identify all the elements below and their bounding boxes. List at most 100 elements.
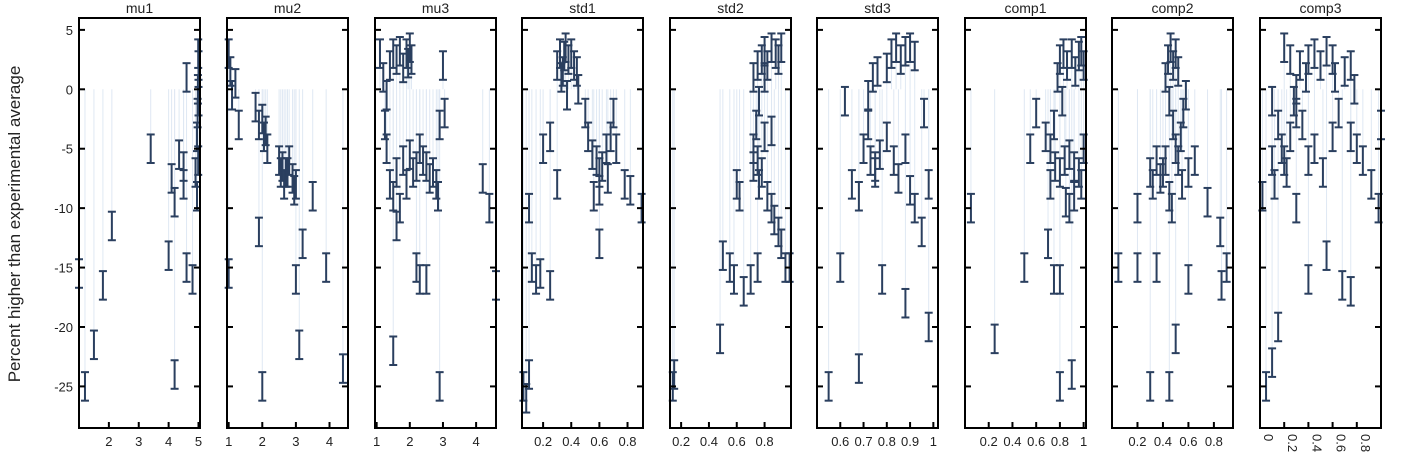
y-tick-label: 5 (66, 23, 73, 38)
subplot-title: mu2 (274, 0, 301, 16)
y-axis-label: Percent higher than experimental average (5, 66, 24, 383)
error-bar (98, 270, 107, 301)
error-bar (1262, 371, 1271, 402)
error-bar (1203, 186, 1212, 218)
error-bar (1268, 145, 1277, 176)
error-bar (478, 163, 487, 194)
x-tick-label: 0.6 (728, 434, 746, 449)
subplot-frame (374, 17, 497, 429)
error-bar (767, 115, 776, 147)
error-bar (725, 252, 734, 283)
error-bar (1174, 56, 1183, 87)
error-bar (729, 264, 738, 295)
error-bar (1026, 133, 1035, 164)
x-tick-label: 0.9 (901, 434, 919, 449)
error-bar (392, 210, 401, 242)
subplot-title: std3 (864, 0, 891, 16)
error-bar (231, 68, 240, 99)
x-tick-label: 0.6 (590, 434, 608, 449)
error-bar (1041, 121, 1050, 153)
error-bar (435, 109, 444, 141)
error-bar (89, 329, 98, 361)
error-bar (896, 44, 905, 75)
error-bar (338, 353, 347, 384)
error-bar (990, 323, 999, 355)
error-bar (1358, 145, 1367, 176)
error-bar (1286, 44, 1295, 75)
error-bar (1316, 50, 1325, 81)
error-bar (175, 139, 184, 170)
subplot-mu1: mu1 5 0 -5 -10 -15 -20 -25 2 3 4 5 (54, 0, 203, 449)
error-bar (1274, 311, 1283, 343)
x-tick-label: 0.4 (1309, 434, 1324, 452)
subplot-mu3: mu3 1 2 3 4 (373, 0, 500, 449)
y-tick-label: -15 (54, 261, 73, 276)
error-bar (440, 97, 449, 129)
error-bar (539, 133, 548, 164)
error-bar (1156, 163, 1165, 194)
error-bar (1020, 252, 1029, 283)
error-bar (407, 44, 416, 75)
error-bar (422, 264, 431, 295)
error-bar (382, 79, 391, 111)
error-bar (433, 181, 442, 212)
error-bar (901, 133, 910, 164)
error-bar (1304, 145, 1313, 176)
error-bar (170, 186, 179, 218)
error-bar (389, 335, 398, 367)
x-tick-label: 0.8 (756, 434, 774, 449)
subplot-title: comp1 (1004, 0, 1046, 16)
error-bar (146, 133, 155, 164)
error-bar (753, 50, 762, 81)
error-bar (1060, 145, 1069, 176)
subplot-frame (816, 17, 939, 429)
error-bar (1184, 264, 1193, 295)
error-bar (910, 40, 919, 72)
error-bar (620, 169, 629, 200)
error-bar (563, 79, 572, 111)
error-bar (1067, 359, 1076, 390)
subplot-frame (521, 17, 644, 429)
error-bar (1304, 44, 1313, 75)
error-bar (887, 38, 896, 69)
error-bar (574, 74, 583, 105)
error-bar (866, 145, 875, 176)
subplot-title: std1 (569, 0, 596, 16)
error-bar (901, 36, 910, 67)
error-bar (546, 270, 555, 301)
error-bar (298, 228, 307, 260)
y-tick-label: -20 (54, 320, 73, 335)
error-bar (1055, 264, 1064, 295)
error-bar (882, 52, 891, 84)
error-bar (432, 169, 441, 200)
error-bar (280, 169, 289, 200)
error-bar (892, 32, 901, 63)
x-tick-label: 0.2 (534, 434, 552, 449)
error-bar (1216, 216, 1225, 248)
subplot-title: comp3 (1299, 0, 1341, 16)
error-bar (182, 62, 191, 93)
x-tick-label: 0.2 (1128, 434, 1146, 449)
subplot-frame (964, 17, 1087, 429)
error-bar (760, 121, 769, 153)
error-bar (595, 228, 604, 260)
subplot-title: comp2 (1151, 0, 1193, 16)
error-bar (1152, 252, 1161, 283)
error-bar (1077, 169, 1086, 200)
error-bar (1065, 192, 1074, 224)
error-bar (485, 192, 494, 224)
x-tick-label: 0.8 (878, 434, 896, 449)
error-bar (739, 276, 748, 307)
x-tick-label: 4 (326, 434, 333, 449)
error-bar (873, 56, 882, 87)
error-bar (868, 62, 877, 93)
error-bar (1046, 169, 1055, 200)
error-bar (1346, 276, 1355, 307)
x-tick-label: 2 (406, 434, 413, 449)
error-bar (670, 359, 679, 390)
x-tick-label: 1 (373, 434, 380, 449)
error-bar (878, 264, 887, 295)
error-bar (525, 192, 534, 224)
error-bar (612, 133, 621, 164)
x-tick-label: 1 (225, 434, 232, 449)
